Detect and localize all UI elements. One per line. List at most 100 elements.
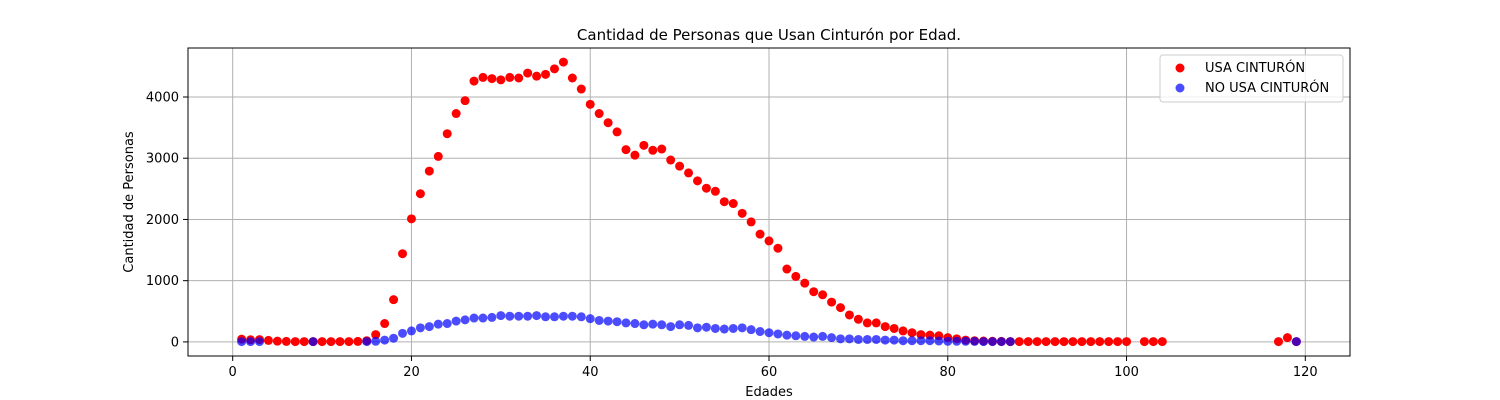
data-point <box>648 319 658 329</box>
legend: USA CINTURÓN NO USA CINTURÓN <box>1159 54 1344 103</box>
data-point <box>326 337 336 347</box>
data-point <box>719 197 729 207</box>
y-tick-label: 2000 <box>146 213 179 228</box>
data-point <box>1041 337 1051 347</box>
data-point <box>1104 337 1114 347</box>
data-point <box>380 335 390 345</box>
data-point <box>398 328 408 338</box>
data-point <box>1122 337 1132 347</box>
data-point <box>907 328 917 338</box>
data-point <box>684 168 694 178</box>
data-point <box>380 319 390 329</box>
y-tick-label: 4000 <box>146 90 179 105</box>
data-point <box>952 336 962 346</box>
data-point <box>362 337 372 347</box>
data-point <box>666 155 676 165</box>
data-point <box>487 312 497 322</box>
data-point <box>836 334 846 344</box>
data-point <box>827 333 837 343</box>
data-points <box>237 57 1301 347</box>
data-point <box>755 229 765 239</box>
data-point <box>961 336 971 346</box>
data-point <box>567 311 577 321</box>
data-point <box>1068 337 1078 347</box>
data-point <box>925 336 935 346</box>
data-point <box>1086 337 1096 347</box>
data-point <box>782 330 792 340</box>
data-point <box>728 199 738 209</box>
data-point <box>889 323 899 333</box>
data-point <box>987 337 997 347</box>
data-point <box>809 332 819 342</box>
data-point <box>487 74 497 84</box>
data-point <box>1059 337 1069 347</box>
data-point <box>532 71 542 81</box>
data-point <box>317 337 327 347</box>
data-point <box>406 326 416 336</box>
data-point <box>532 311 542 321</box>
data-point <box>791 271 801 281</box>
data-point <box>523 68 533 78</box>
data-point <box>934 336 944 346</box>
data-point <box>1050 337 1060 347</box>
data-point <box>389 295 399 305</box>
data-point <box>710 323 720 333</box>
data-point <box>666 322 676 332</box>
data-point <box>737 208 747 218</box>
data-point <box>246 337 256 347</box>
data-point <box>281 336 291 346</box>
data-point <box>880 322 890 332</box>
data-point <box>943 336 953 346</box>
data-point <box>710 186 720 196</box>
data-point <box>514 73 524 83</box>
data-point <box>675 320 685 330</box>
x-tick-label: 20 <box>403 365 420 380</box>
data-point <box>460 96 470 106</box>
data-point <box>371 330 381 340</box>
data-point <box>898 326 908 336</box>
data-point <box>970 336 980 346</box>
data-point <box>442 129 452 139</box>
data-point <box>764 328 774 338</box>
data-point <box>451 109 461 119</box>
data-point <box>907 336 917 346</box>
data-point <box>567 73 577 83</box>
data-point <box>442 319 452 329</box>
data-point <box>862 318 872 328</box>
data-point <box>844 334 854 344</box>
data-point <box>692 176 702 186</box>
grid-lines <box>188 48 1350 356</box>
data-point <box>585 314 595 324</box>
data-point <box>1113 337 1123 347</box>
data-point <box>541 69 551 79</box>
data-point <box>389 333 399 343</box>
data-point <box>585 99 595 109</box>
data-point <box>853 334 863 344</box>
data-point <box>782 264 792 274</box>
data-point <box>800 278 810 288</box>
data-point <box>255 337 265 347</box>
chart-title: Cantidad de Personas que Usan Cinturón p… <box>577 26 961 44</box>
data-point <box>612 127 622 137</box>
data-point <box>1291 337 1301 347</box>
data-point <box>1157 337 1167 347</box>
data-point <box>773 243 783 253</box>
data-point <box>603 316 613 326</box>
legend-label-no-usa-cinturon: NO USA CINTURÓN <box>1205 80 1329 96</box>
data-point <box>621 318 631 328</box>
data-point <box>558 57 568 67</box>
data-point <box>523 311 533 321</box>
data-point <box>576 84 586 94</box>
data-point <box>505 311 515 321</box>
data-point <box>979 337 989 347</box>
data-point <box>612 317 622 327</box>
series-no-usa-cinturon <box>237 311 1301 347</box>
data-point <box>648 145 658 155</box>
data-point <box>657 320 667 330</box>
data-point <box>290 337 300 347</box>
data-point <box>603 118 613 128</box>
data-point <box>371 336 381 346</box>
data-point <box>496 75 506 85</box>
data-point <box>272 336 282 346</box>
